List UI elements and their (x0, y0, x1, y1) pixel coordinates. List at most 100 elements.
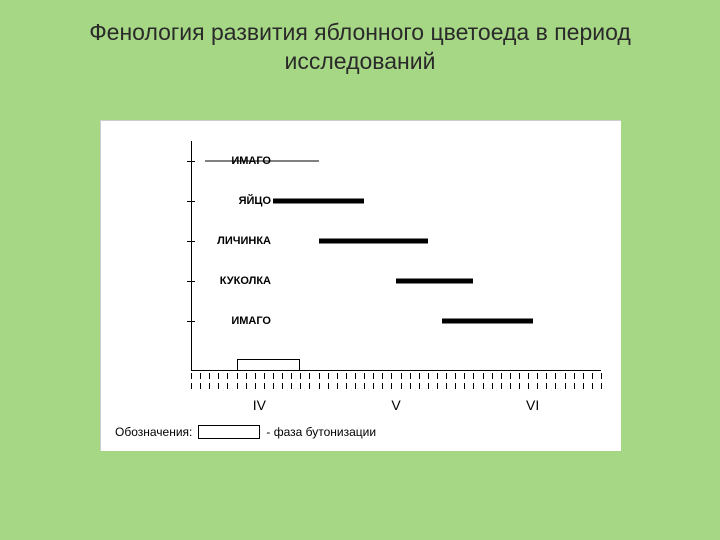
x-tick (483, 383, 484, 389)
legend: Обозначения: - фаза бутонизации (115, 425, 376, 439)
x-tick (191, 383, 192, 389)
x-tick (419, 373, 420, 379)
x-tick (364, 383, 365, 389)
x-tick (537, 373, 538, 379)
x-tick (473, 373, 474, 379)
x-tick (601, 383, 602, 389)
x-tick (382, 383, 383, 389)
x-tick (209, 373, 210, 379)
x-tick (419, 383, 420, 389)
y-tick (187, 161, 195, 162)
x-tick (300, 373, 301, 379)
x-tick (337, 373, 338, 379)
x-tick (401, 373, 402, 379)
x-tick (446, 383, 447, 389)
x-tick (519, 373, 520, 379)
stage-label: КУКОЛКА (186, 275, 271, 287)
x-tick (519, 383, 520, 389)
x-tick (218, 373, 219, 379)
stage-bar (396, 279, 473, 284)
x-tick (592, 373, 593, 379)
x-tick (246, 383, 247, 389)
x-tick (583, 383, 584, 389)
x-tick (464, 373, 465, 379)
x-tick (510, 373, 511, 379)
x-tick (227, 373, 228, 379)
y-tick (187, 241, 195, 242)
stage-bar (442, 319, 533, 324)
x-tick (319, 373, 320, 379)
y-tick (187, 281, 195, 282)
x-tick (246, 373, 247, 379)
x-tick (473, 383, 474, 389)
page-title: Фенология развития яблонного цветоеда в … (0, 0, 720, 76)
x-tick (373, 383, 374, 389)
x-tick (528, 383, 529, 389)
x-tick (401, 383, 402, 389)
x-tick (382, 373, 383, 379)
x-tick (565, 373, 566, 379)
x-tick (282, 383, 283, 389)
x-tick (501, 383, 502, 389)
month-label: V (391, 397, 400, 413)
x-tick (528, 373, 529, 379)
x-tick (273, 383, 274, 389)
x-tick (501, 373, 502, 379)
x-tick (337, 383, 338, 389)
stage-bar (273, 199, 364, 204)
x-tick (364, 373, 365, 379)
x-tick (291, 383, 292, 389)
slide: Фенология развития яблонного цветоеда в … (0, 0, 720, 540)
x-tick (237, 383, 238, 389)
bud-phase-box (237, 359, 301, 371)
x-tick (328, 373, 329, 379)
x-tick (437, 373, 438, 379)
month-label: VI (526, 397, 539, 413)
x-tick (583, 373, 584, 379)
x-tick (492, 383, 493, 389)
x-tick (346, 373, 347, 379)
x-tick (200, 383, 201, 389)
x-tick (574, 373, 575, 379)
x-tick (291, 373, 292, 379)
x-tick (309, 383, 310, 389)
x-tick (300, 383, 301, 389)
x-tick (319, 383, 320, 389)
tick-row (191, 383, 601, 393)
x-tick (574, 383, 575, 389)
stage-bar (319, 239, 428, 244)
x-tick (273, 373, 274, 379)
plot-area: ИМАГОЯЙЦОЛИЧИНКАКУКОЛКАИМАГОIVVVI (191, 141, 601, 371)
x-tick (264, 373, 265, 379)
x-tick (546, 383, 547, 389)
tick-row (191, 373, 601, 383)
legend-swatch (198, 425, 260, 439)
stage-label: ЛИЧИНКА (186, 235, 271, 247)
x-tick (355, 383, 356, 389)
x-tick (355, 373, 356, 379)
x-tick (546, 373, 547, 379)
x-tick (218, 383, 219, 389)
x-tick (346, 383, 347, 389)
x-tick (455, 383, 456, 389)
x-tick (464, 383, 465, 389)
stage-label: ЯЙЦО (186, 195, 271, 207)
x-tick (565, 383, 566, 389)
x-tick (237, 373, 238, 379)
month-label: IV (253, 397, 266, 413)
y-axis (191, 141, 192, 371)
x-tick (227, 383, 228, 389)
x-tick (601, 373, 602, 379)
x-tick (410, 373, 411, 379)
x-tick (437, 383, 438, 389)
x-tick (200, 373, 201, 379)
x-tick (410, 383, 411, 389)
x-tick (264, 383, 265, 389)
x-tick (455, 373, 456, 379)
x-tick (282, 373, 283, 379)
x-tick (510, 383, 511, 389)
x-tick (309, 373, 310, 379)
x-tick (483, 373, 484, 379)
x-tick (492, 373, 493, 379)
legend-text: - фаза бутонизации (266, 425, 376, 439)
